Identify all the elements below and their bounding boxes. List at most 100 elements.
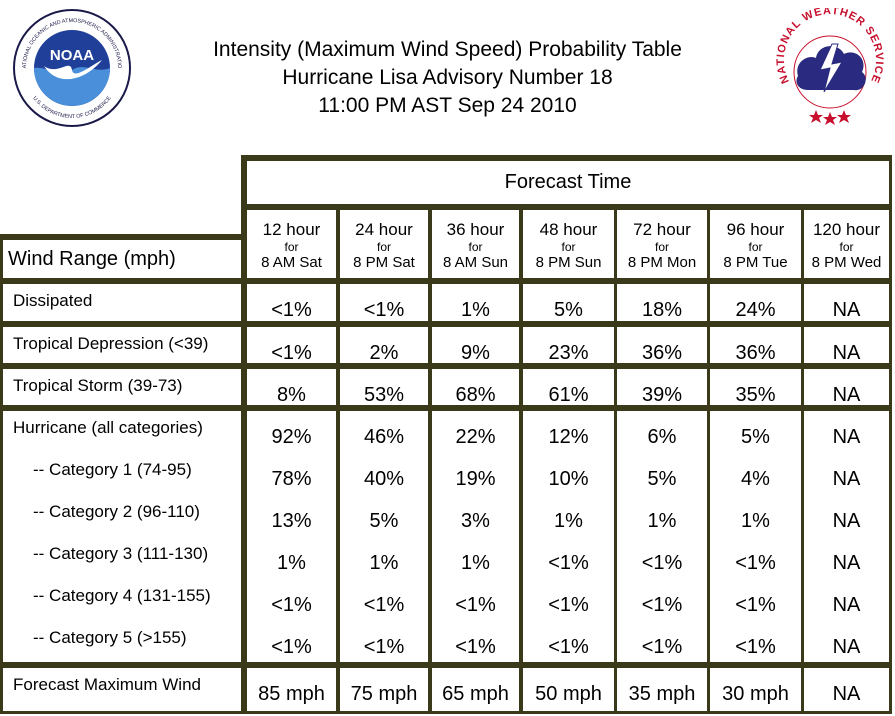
- value-block: [710, 284, 801, 321]
- probability-cell: 12%: [548, 426, 589, 448]
- probability-cell: 35%: [735, 384, 776, 406]
- column-header-hours: 48 hour: [539, 220, 598, 239]
- value-block: [617, 327, 707, 363]
- value-block: [247, 369, 336, 405]
- probability-cell: NA: [832, 468, 861, 490]
- noaa-logo: NOAA NATIONAL OCEANIC AND ATMOSPHERIC AD…: [10, 4, 132, 128]
- probability-cell: <1%: [548, 594, 589, 616]
- probability-cell: NA: [832, 384, 861, 406]
- probability-cell: 1%: [741, 510, 770, 532]
- probability-cell: 1%: [277, 552, 306, 574]
- column-header: 96 hour for 8 PM Tue: [710, 210, 801, 278]
- probability-cell: 24%: [735, 299, 776, 321]
- column-header: 72 hour for 8 PM Mon: [617, 210, 707, 278]
- probability-cell: 22%: [455, 426, 496, 448]
- probability-cell: 75 mph: [350, 683, 418, 705]
- row-label: -- Category 5 (>155): [33, 628, 187, 647]
- probability-cell: NA: [832, 299, 861, 321]
- row-label-block: [3, 327, 241, 363]
- value-block: [804, 369, 889, 405]
- value-block: [617, 369, 707, 405]
- probability-cell: <1%: [271, 594, 312, 616]
- row-label: Hurricane (all categories): [13, 418, 203, 437]
- column-header-hours: 96 hour: [726, 220, 785, 239]
- probability-cell: <1%: [735, 636, 776, 658]
- probability-cell: NA: [832, 636, 861, 658]
- column-header-for: for: [376, 240, 391, 254]
- probability-cell: <1%: [641, 552, 683, 574]
- column-header: 36 hour for 8 AM Sun: [432, 210, 519, 278]
- value-block: [340, 411, 428, 662]
- probability-cell: 53%: [363, 384, 405, 406]
- probability-cell: <1%: [455, 636, 496, 658]
- probability-cell: <1%: [641, 636, 683, 658]
- probability-cell: 78%: [271, 468, 312, 490]
- probability-cell: 9%: [461, 342, 490, 364]
- probability-cell: 61%: [548, 384, 589, 406]
- probability-cell: 19%: [455, 468, 496, 490]
- value-block: [710, 327, 801, 363]
- value-block: [804, 411, 889, 662]
- value-block: [804, 668, 889, 711]
- column-header-hours: 24 hour: [355, 220, 413, 239]
- probability-cell: 1%: [369, 552, 399, 574]
- column-header-when: 8 PM Sat: [353, 254, 415, 271]
- advisory-timestamp: 11:00 PM AST Sep 24 2010: [318, 94, 577, 117]
- row-label-block: [3, 369, 241, 405]
- row-label: -- Category 4 (131-155): [33, 586, 211, 605]
- probability-cell: 3%: [461, 510, 490, 532]
- column-header-hours: 72 hour: [633, 220, 691, 239]
- column-header-hours: 12 hour: [262, 220, 321, 239]
- probability-cell: <1%: [548, 636, 589, 658]
- probability-cell: <1%: [271, 299, 312, 321]
- probability-cell: 46%: [363, 426, 405, 448]
- wind-range-label: Wind Range (mph): [8, 248, 176, 270]
- column-header-for: for: [839, 240, 854, 254]
- wind-range-header: Wind Range (mph): [3, 240, 241, 278]
- row-label: Tropical Depression (<39): [13, 334, 209, 353]
- probability-cell: <1%: [363, 594, 405, 616]
- value-block: [340, 284, 428, 321]
- probability-cell: NA: [832, 342, 861, 364]
- probability-cell: <1%: [735, 552, 776, 574]
- row-label-block: [3, 284, 241, 321]
- value-block: [247, 284, 336, 321]
- row-label: -- Category 2 (96-110): [33, 502, 200, 521]
- probability-cell: 68%: [455, 384, 496, 406]
- value-block: [617, 284, 707, 321]
- row-label-block: [3, 411, 241, 662]
- column-header-hours: 36 hour: [446, 220, 505, 239]
- probability-cell: 4%: [741, 468, 770, 490]
- row-label: -- Category 1 (74-95): [33, 460, 192, 479]
- probability-cell: <1%: [735, 594, 776, 616]
- probability-cell: <1%: [548, 552, 589, 574]
- probability-cell: 23%: [548, 342, 589, 364]
- value-block: [432, 284, 519, 321]
- value-block: [710, 411, 801, 662]
- column-header-when: 8 AM Sun: [442, 254, 509, 271]
- probability-cell: 10%: [548, 468, 589, 490]
- probability-cell: 1%: [554, 510, 583, 532]
- value-block: [523, 668, 614, 711]
- value-block: [432, 411, 519, 662]
- value-block: [247, 411, 336, 662]
- row-label: -- Category 3 (111-130): [33, 544, 209, 563]
- column-header: 12 hour for 8 AM Sat: [247, 210, 336, 278]
- probability-cell: 5%: [369, 510, 399, 532]
- probability-cell: 8%: [277, 384, 306, 406]
- probability-cell: 65 mph: [442, 683, 509, 705]
- value-block: [617, 668, 707, 711]
- probability-cell: 30 mph: [722, 683, 789, 705]
- probability-cell: 13%: [271, 510, 312, 532]
- column-header-when: 8 PM Tue: [723, 254, 788, 271]
- value-block: [710, 369, 801, 405]
- probability-cell: NA: [832, 510, 861, 532]
- value-block: [247, 327, 336, 363]
- column-header-for: for: [748, 240, 763, 254]
- row-label: Tropical Storm (39-73): [13, 376, 183, 395]
- value-block: [617, 411, 707, 662]
- probability-cell: 85 mph: [258, 683, 325, 705]
- probability-cell: 1%: [461, 299, 490, 321]
- probability-cell: 40%: [363, 468, 405, 490]
- probability-cell: 2%: [369, 342, 399, 364]
